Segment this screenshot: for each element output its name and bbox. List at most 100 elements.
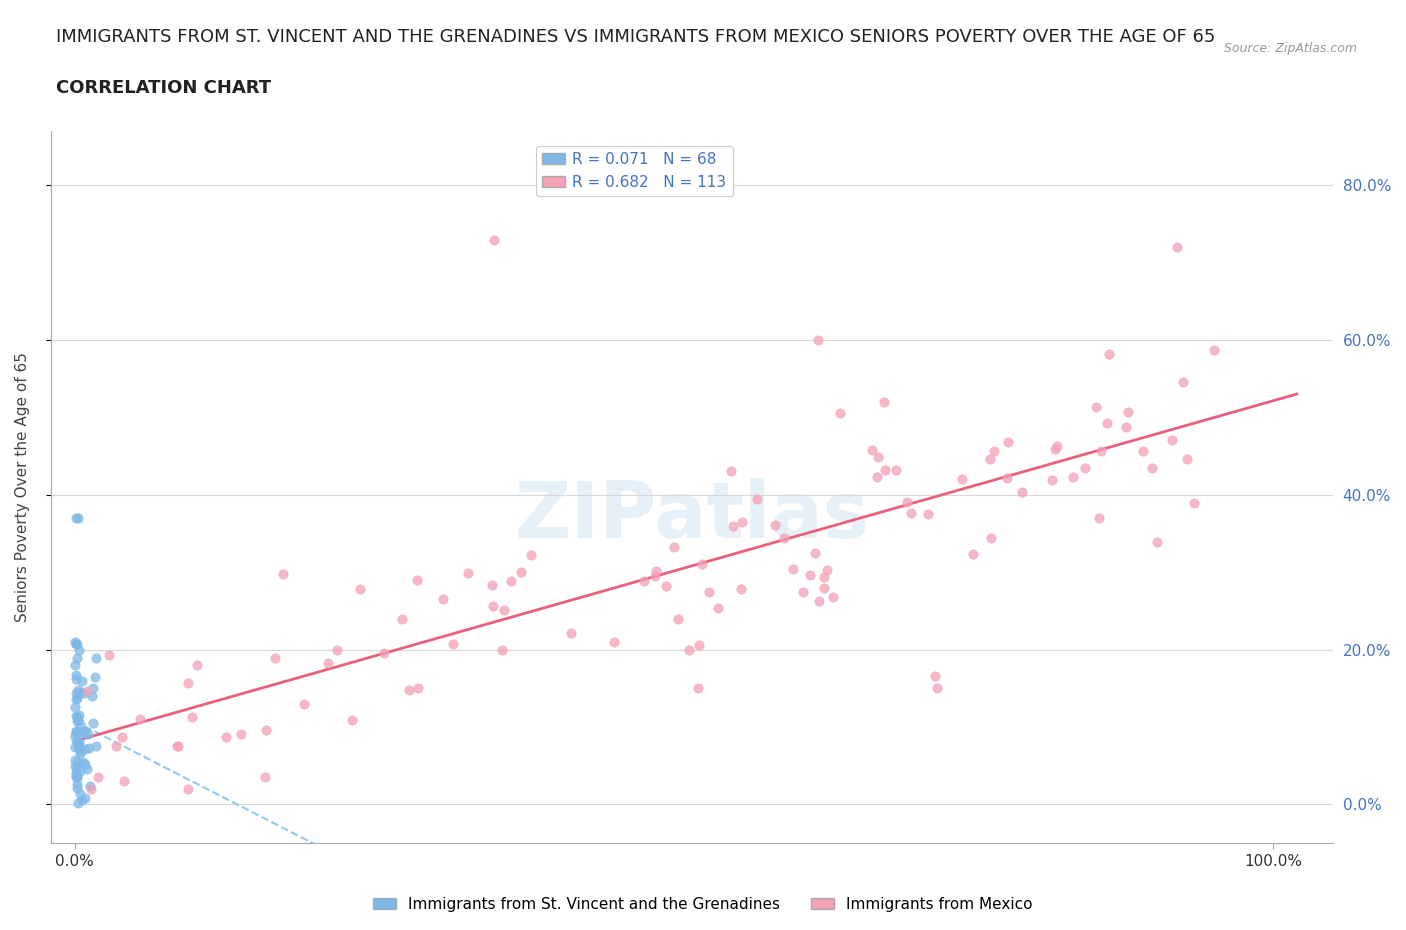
Point: [67, 708, 90, 723]
Point: [406, 681, 429, 696]
Point: [69, 716, 91, 731]
Point: [65, 635, 87, 650]
Point: [482, 599, 505, 614]
Point: [499, 573, 522, 588]
Point: [432, 591, 454, 606]
Point: [666, 612, 689, 627]
Point: [273, 566, 295, 581]
Point: [391, 612, 413, 627]
Point: [82, 681, 104, 696]
Point: [1011, 485, 1033, 499]
Point: [65, 700, 87, 715]
Point: [823, 590, 845, 604]
Point: [65, 713, 87, 728]
Point: [1140, 460, 1163, 475]
Point: [804, 546, 827, 561]
Point: [69, 787, 91, 802]
Point: [66, 650, 89, 665]
Point: [655, 578, 678, 593]
Point: [65, 692, 87, 707]
Point: [1175, 452, 1198, 467]
Point: [66, 710, 89, 724]
Point: [82, 715, 104, 730]
Point: [1132, 444, 1154, 458]
Point: [896, 495, 918, 510]
Point: [186, 658, 208, 672]
Point: [763, 517, 786, 532]
Point: [349, 582, 371, 597]
Point: [1173, 375, 1195, 390]
Point: [813, 569, 835, 584]
Point: [644, 569, 666, 584]
Point: [862, 443, 884, 458]
Point: [900, 506, 922, 521]
Point: [73, 742, 96, 757]
Point: [84, 651, 107, 666]
Point: [73, 685, 96, 700]
Point: [111, 730, 134, 745]
Point: [65, 734, 87, 749]
Point: [773, 530, 796, 545]
Point: [67, 736, 90, 751]
Point: [873, 463, 896, 478]
Point: [66, 737, 89, 751]
Point: [67, 754, 90, 769]
Y-axis label: Seniors Poverty Over the Age of 65: Seniors Poverty Over the Age of 65: [15, 352, 30, 622]
Point: [292, 697, 315, 711]
Point: [917, 507, 939, 522]
Point: [1097, 416, 1119, 431]
Point: [69, 746, 91, 761]
Point: [1161, 432, 1184, 447]
Point: [69, 724, 91, 739]
Point: [720, 464, 742, 479]
Point: [65, 724, 87, 738]
Point: [997, 434, 1019, 449]
Point: [927, 681, 949, 696]
Point: [995, 471, 1018, 485]
Text: Source: ZipAtlas.com: Source: ZipAtlas.com: [1223, 42, 1357, 55]
Point: [662, 539, 685, 554]
Point: [263, 651, 285, 666]
Text: IMMIGRANTS FROM ST. VINCENT AND THE GRENADINES VS IMMIGRANTS FROM MEXICO SENIORS: IMMIGRANTS FROM ST. VINCENT AND THE GREN…: [56, 28, 1216, 46]
Point: [167, 738, 190, 753]
Point: [373, 645, 395, 660]
Point: [1182, 496, 1205, 511]
Point: [254, 723, 277, 737]
Point: [97, 647, 120, 662]
Point: [441, 636, 464, 651]
Point: [721, 518, 744, 533]
Point: [866, 469, 889, 484]
Point: [697, 585, 720, 600]
Point: [405, 573, 427, 588]
Point: [799, 568, 821, 583]
Point: [782, 562, 804, 577]
Point: [72, 755, 94, 770]
Point: [924, 669, 946, 684]
Point: [688, 638, 710, 653]
Legend: Immigrants from St. Vincent and the Grenadines, Immigrants from Mexico: Immigrants from St. Vincent and the Gren…: [367, 891, 1039, 918]
Point: [730, 582, 752, 597]
Point: [73, 756, 96, 771]
Point: [519, 548, 541, 563]
Point: [66, 759, 89, 774]
Point: [104, 738, 127, 753]
Point: [792, 584, 814, 599]
Point: [602, 635, 624, 650]
Point: [65, 668, 87, 683]
Point: [66, 637, 89, 652]
Point: [69, 764, 91, 778]
Point: [67, 735, 90, 750]
Point: [560, 625, 582, 640]
Point: [979, 452, 1001, 467]
Point: [1042, 472, 1064, 487]
Point: [884, 462, 907, 477]
Point: [1043, 442, 1066, 457]
Point: [644, 564, 666, 578]
Point: [66, 712, 89, 727]
Point: [962, 547, 984, 562]
Point: [181, 710, 204, 724]
Point: [983, 444, 1005, 458]
Point: [707, 601, 730, 616]
Point: [1202, 342, 1225, 357]
Point: [84, 738, 107, 753]
